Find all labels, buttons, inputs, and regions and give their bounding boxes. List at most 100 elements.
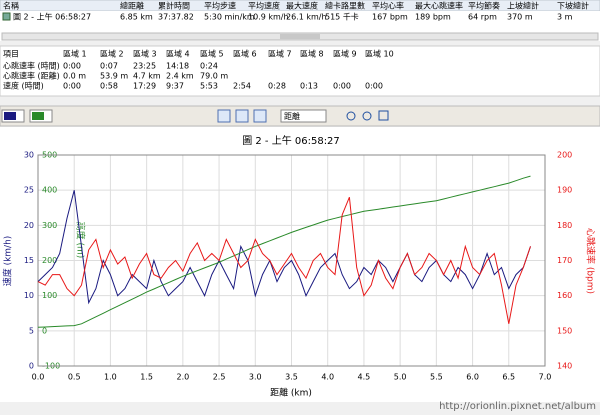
cell: 53.9 m [100,72,128,81]
zoom-fit[interactable] [378,110,389,121]
item-icon [2,12,11,21]
column-header: 上坡總計 [507,1,539,11]
y-tick-label: 25 [24,186,34,195]
color-swatch [32,112,44,120]
zoom-out[interactable] [362,111,372,121]
column-header: 最大速度 [286,1,318,11]
x-tick-label: 4.0 [321,373,334,382]
y2-tick-label: 300 [42,221,57,230]
y3-tick-label: 140 [557,362,572,371]
column-header: 區域 5 [200,49,224,59]
column-header: 名稱 [3,1,19,11]
cell: 23:25 [133,62,156,71]
x-tick-label: 4.5 [358,373,371,382]
column-header: 區域 1 [63,49,87,59]
column-header: 區域 10 [365,49,394,59]
y-tick-label: 10 [24,291,34,300]
y-tick-label: 0 [29,362,34,371]
x-axis-label: 距離 (km) [270,387,312,399]
column-header: 項目 [3,50,19,59]
column-header: 平均心率 [372,1,404,11]
column-header: 平均步速 [204,1,236,11]
chart-title: 圖 2 - 上午 06:58:27 [242,134,340,147]
cell: 0:00 [63,82,81,91]
cell: 4.7 km [133,72,161,81]
x-tick-label: 1.5 [140,373,153,382]
row-header: 心跳速率 (時間) [3,61,60,71]
column-header: 區域 6 [233,49,257,59]
y-tick-label: 30 [24,151,34,160]
view-button[interactable] [217,109,231,123]
y2-tick-label: 100 [42,291,57,300]
cell: 10.9 km/h [248,13,289,22]
x-tick-label: 0.0 [32,373,45,382]
cell: 189 bpm [415,13,451,22]
cell: 64 rpm [468,13,497,22]
cell: 0:00 [333,82,351,91]
chart-area [0,127,600,402]
column-header: 區域 4 [166,49,190,59]
y2-tick-label: 200 [42,256,57,265]
cell: 0.0 m [63,72,86,81]
cell: 5:30 min/km [204,13,255,22]
y3-tick-label: 170 [557,256,572,265]
view-button[interactable] [253,109,267,123]
x-tick-label: 5.0 [394,373,407,382]
cell: 17:29 [133,82,156,91]
cell: 14:18 [166,62,189,71]
plot-frame [37,154,546,367]
scroll-thumb[interactable] [280,34,320,39]
cell: 370 m [507,13,533,22]
row-header: 速度 (時間) [3,81,44,91]
column-header: 區域 9 [333,49,357,59]
view-select-text: 距離 [284,111,300,121]
cell: 0:58 [100,82,118,91]
x-tick-label: 2.0 [176,373,189,382]
series-line [37,190,531,305]
cell: 0:00 [365,82,383,91]
x-tick-label: 2.5 [213,373,226,382]
y-tick-label: 5 [29,326,34,335]
y3-tick-label: 200 [557,151,572,160]
cell: 0:07 [100,62,118,71]
cell: 515 千卡 [325,12,359,22]
cell: 圖 2 - 上午 06:58:27 [13,12,91,22]
cell: 37:37.82 [158,13,194,22]
cell: 26.1 km/h [286,13,327,22]
cell: 0:13 [300,82,318,91]
cell: 79.0 m [200,72,228,81]
x-tick-label: 6.0 [466,373,479,382]
cell: 167 bpm [372,13,408,22]
cell: 0:28 [268,82,286,91]
y-tick-label: 20 [24,221,34,230]
y-axis-label: 速度 (km/h) [2,236,14,287]
zone-table [0,45,600,97]
x-tick-label: 5.5 [430,373,443,382]
column-header: 總卡路里數 [325,1,365,11]
cell: 0:00 [63,62,81,71]
row-header: 心跳速率 (距離) [3,71,60,81]
x-tick-label: 7.0 [539,373,552,382]
column-header: 區域 7 [268,49,292,59]
y2-tick-label: 400 [42,186,57,195]
cell: 0:24 [200,62,218,71]
view-button[interactable] [235,109,249,123]
x-tick-label: 1.0 [104,373,117,382]
column-header: 區域 3 [133,49,157,59]
column-header: 區域 2 [100,49,124,59]
y-tick-label: 15 [24,256,34,265]
cell: 9:37 [166,82,184,91]
column-header: 平均節奏 [468,1,500,11]
x-tick-label: 3.0 [249,373,262,382]
column-header: 區域 8 [300,49,324,59]
y2-tick-label: 0 [42,326,47,335]
y3-tick-label: 160 [557,291,572,300]
zoom-in[interactable] [346,111,356,121]
y3-tick-label: 150 [557,326,572,335]
column-header: 累計時間 [158,1,190,11]
watermark: http://orionlin.pixnet.net/album [439,401,596,412]
view-select[interactable] [280,109,327,123]
y3-tick-label: 190 [557,186,572,195]
column-header: 下坡總計 [557,1,589,11]
